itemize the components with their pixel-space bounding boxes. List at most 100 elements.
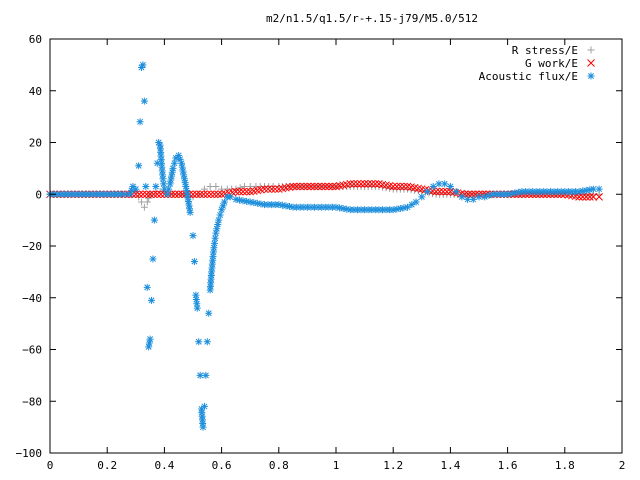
data-point — [192, 295, 200, 303]
data-point — [165, 185, 173, 193]
data-point — [296, 203, 304, 211]
data-point — [246, 198, 254, 206]
data-point — [192, 291, 200, 299]
data-point — [208, 268, 216, 276]
data-point — [557, 188, 565, 196]
x-tick-label: 1.6 — [498, 459, 518, 472]
data-point — [181, 179, 189, 187]
data-point — [184, 197, 192, 205]
data-point — [389, 182, 398, 191]
x-tick-label: 1.4 — [440, 459, 460, 472]
data-point — [595, 192, 603, 201]
data-point — [368, 206, 376, 214]
data-point — [183, 186, 191, 194]
data-point — [243, 197, 251, 205]
data-point — [203, 338, 211, 346]
data-point — [190, 258, 198, 266]
data-point — [146, 190, 154, 199]
data-point — [532, 188, 540, 196]
data-point — [207, 275, 215, 283]
data-point — [382, 206, 390, 214]
x-tick-label: 0.8 — [269, 459, 289, 472]
data-point — [339, 204, 347, 212]
data-point — [210, 239, 218, 247]
legend-label: G work/E — [525, 57, 578, 70]
data-point — [481, 193, 489, 201]
plot-frame — [49, 38, 623, 454]
data-point — [157, 156, 165, 164]
data-point — [143, 198, 151, 206]
data-point — [464, 195, 472, 203]
data-point — [435, 187, 444, 196]
data-point — [156, 190, 165, 199]
data-point — [325, 203, 333, 211]
data-point — [96, 190, 104, 198]
data-point — [293, 203, 301, 211]
data-point — [156, 141, 164, 149]
data-point — [568, 188, 576, 196]
data-point — [140, 97, 148, 105]
data-point — [185, 201, 193, 209]
data-point — [103, 190, 111, 198]
data-point — [158, 163, 166, 171]
axes-layer: 0 0.2 0.4 0.6 0.8 1 1.2 1.4 1.6 1.8 2 −100 −80 −60 −40… — [16, 33, 626, 472]
data-point — [469, 195, 477, 203]
data-point — [195, 338, 203, 346]
data-point — [350, 180, 358, 188]
data-point — [589, 192, 598, 201]
x-tick-label: 2 — [619, 459, 626, 472]
data-point — [418, 193, 426, 201]
data-point — [518, 188, 526, 196]
data-point — [226, 193, 234, 201]
data-point — [157, 152, 165, 160]
legend-label: Acoustic flux/E — [479, 70, 578, 83]
data-point — [232, 187, 240, 196]
data-point — [595, 185, 603, 193]
data-point — [317, 182, 326, 191]
y-tick-label: 40 — [29, 85, 42, 98]
data-point — [357, 180, 365, 188]
data-point — [296, 182, 305, 191]
data-point — [378, 206, 386, 214]
data-point — [199, 190, 208, 199]
x-tick-label: 1.8 — [555, 459, 575, 472]
data-point — [178, 163, 186, 171]
data-point — [207, 190, 215, 199]
data-point — [353, 206, 361, 214]
data-point — [242, 187, 251, 196]
data-point — [210, 190, 219, 199]
data-point — [311, 203, 319, 211]
data-point — [253, 199, 261, 207]
data-point — [184, 194, 192, 202]
data-point — [206, 286, 214, 294]
data-point — [236, 184, 244, 192]
data-point — [585, 192, 594, 201]
data-point — [464, 190, 473, 199]
y-tick-label: −60 — [22, 344, 42, 357]
data-point — [389, 206, 397, 214]
data-point — [82, 190, 90, 198]
data-point — [205, 309, 213, 317]
y-tick-label: −80 — [22, 395, 42, 408]
data-point — [299, 182, 308, 191]
legend-label: R stress/E — [512, 44, 578, 57]
data-point — [158, 167, 166, 175]
data-point — [346, 206, 354, 214]
legend-marker — [587, 59, 595, 67]
data-point — [200, 402, 208, 410]
data-point — [92, 190, 100, 198]
data-point — [149, 255, 157, 263]
data-point — [89, 190, 97, 198]
x-tick-label: 0 — [47, 459, 54, 472]
data-point — [156, 145, 164, 153]
data-point — [139, 61, 147, 69]
data-point — [193, 304, 201, 312]
data-point — [163, 190, 171, 198]
data-point — [75, 190, 83, 198]
data-point — [214, 220, 222, 228]
data-point — [268, 201, 276, 209]
chart-title: m2/n1.5/q1.5/r-+.15-j79/M5.0/512 — [266, 12, 478, 25]
data-point — [209, 256, 217, 264]
data-point — [206, 282, 214, 290]
data-point — [307, 182, 315, 191]
